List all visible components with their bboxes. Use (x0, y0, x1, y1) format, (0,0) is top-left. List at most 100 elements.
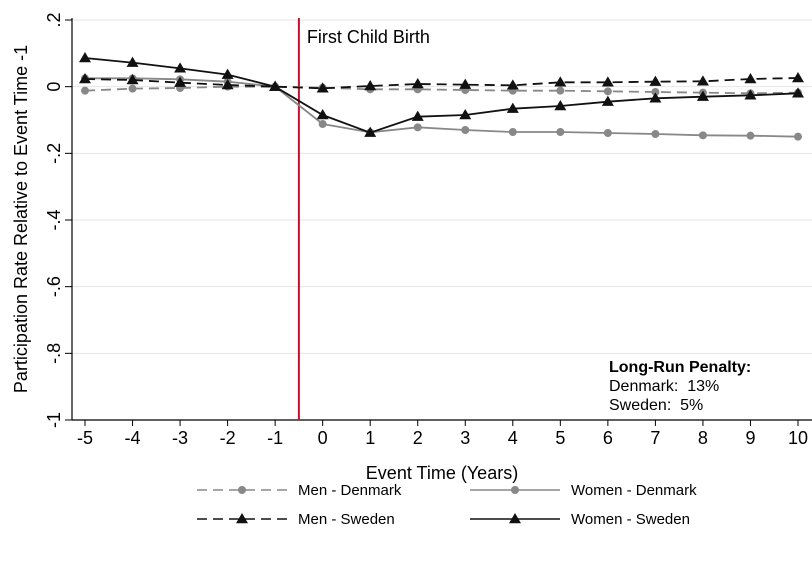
x-tick-label: -3 (172, 428, 188, 448)
data-point (506, 79, 519, 90)
data-point (128, 84, 137, 93)
data-point (603, 87, 612, 96)
x-axis-label: Event Time (Years) (366, 463, 518, 483)
legend-item: Women - Denmark (470, 482, 697, 499)
x-tick-label: 4 (508, 428, 518, 448)
series-line (84, 77, 799, 90)
legend-item: Men - Denmark (197, 482, 402, 499)
annotation-denmark: Denmark: 13% (609, 378, 719, 395)
data-point (744, 73, 757, 84)
data-point (461, 126, 470, 134)
x-tick-label: 10 (788, 428, 808, 448)
legend-marker (238, 486, 246, 494)
y-tick-label: -.8 (44, 343, 64, 364)
legend-item: Men - Sweden (197, 511, 395, 528)
y-tick-label: -.2 (44, 143, 64, 164)
data-point (696, 90, 709, 101)
x-tick-label: -1 (267, 428, 283, 448)
tick-labels: .2 0 -.2 -.4 -.6 -.8 -1 -5 -4 -3 -2 -1 0 1 2 3 4 5 6 7 8 9 10 (44, 12, 808, 448)
data-point (411, 78, 424, 89)
data-point (649, 75, 662, 86)
data-point (221, 68, 234, 79)
data-point (221, 79, 234, 90)
series-line (84, 85, 799, 95)
x-tick-label: -4 (125, 428, 141, 448)
data-point (554, 100, 567, 111)
data-point (649, 92, 662, 103)
y-tick-label: 0 (44, 82, 64, 92)
data-point (318, 120, 327, 128)
data-point (269, 80, 282, 91)
data-point (459, 109, 472, 120)
y-tick-label: .2 (44, 12, 64, 27)
data-point (556, 86, 565, 95)
x-tick-label: 3 (460, 428, 470, 448)
data-point (792, 87, 804, 98)
x-tick-label: 9 (745, 428, 755, 448)
legend-label: Women - Denmark (571, 482, 697, 499)
data-point (744, 89, 757, 100)
y-tick-label: -1 (44, 412, 64, 428)
data-point (601, 76, 614, 87)
legend-label: Men - Sweden (298, 511, 395, 528)
legend-label: Women - Sweden (571, 511, 690, 528)
annotation-title: Long-Run Penalty: (609, 359, 751, 376)
x-tick-label: 1 (365, 428, 375, 448)
data-point (651, 130, 660, 138)
data-point (698, 131, 707, 140)
annotation-sweden: Sweden: 5% (609, 397, 703, 414)
data-point (126, 74, 139, 85)
legend-label: Men - Denmark (298, 482, 402, 499)
data-point (794, 132, 802, 141)
series-group (79, 52, 804, 141)
data-point (316, 109, 329, 120)
x-tick-label: 5 (555, 428, 565, 448)
data-point (126, 56, 139, 67)
data-point (174, 76, 187, 87)
data-point (746, 131, 755, 140)
legend-marker (511, 486, 519, 494)
legend-item: Women - Sweden (470, 511, 690, 528)
data-point (174, 62, 187, 73)
data-point (316, 82, 329, 93)
event-line-group: First Child Birth (297, 18, 430, 420)
data-point (696, 75, 709, 86)
legend: Men - Denmark Women - Denmark Men - Sweden… (197, 482, 697, 528)
data-point (651, 88, 660, 96)
series-line (85, 77, 799, 138)
data-point (411, 110, 424, 121)
series-women-sweden (79, 52, 804, 137)
data-point (601, 95, 614, 106)
x-tick-label: 7 (650, 428, 660, 448)
data-point (792, 72, 804, 83)
data-point (556, 128, 565, 136)
x-tick-label: 6 (603, 428, 613, 448)
legend-marker (509, 513, 521, 524)
data-point (364, 126, 377, 137)
data-point (506, 102, 519, 113)
data-point (554, 76, 567, 87)
data-point (81, 86, 89, 95)
data-point (79, 73, 91, 84)
data-point (508, 128, 517, 136)
series-men-sweden (79, 72, 804, 93)
x-tick-label: -2 (220, 428, 236, 448)
event-line-label: First Child Birth (307, 27, 430, 47)
x-tick-label: -5 (77, 428, 93, 448)
x-tick-label: 8 (698, 428, 708, 448)
y-tick-label: -.4 (44, 209, 64, 230)
x-tick-label: 0 (318, 428, 328, 448)
y-axis-label: Participation Rate Relative to Event Tim… (11, 45, 31, 393)
penalty-annotation: Long-Run Penalty: Denmark: 13% Sweden: 5… (609, 359, 751, 414)
y-tick-label: -.6 (44, 276, 64, 297)
axes (65, 18, 812, 426)
legend-marker (236, 513, 248, 524)
data-point (413, 123, 422, 132)
x-tick-label: 2 (413, 428, 423, 448)
data-point (603, 129, 612, 137)
data-point (79, 52, 91, 63)
data-point (459, 78, 472, 89)
series-line (84, 57, 799, 134)
data-point (364, 80, 377, 91)
